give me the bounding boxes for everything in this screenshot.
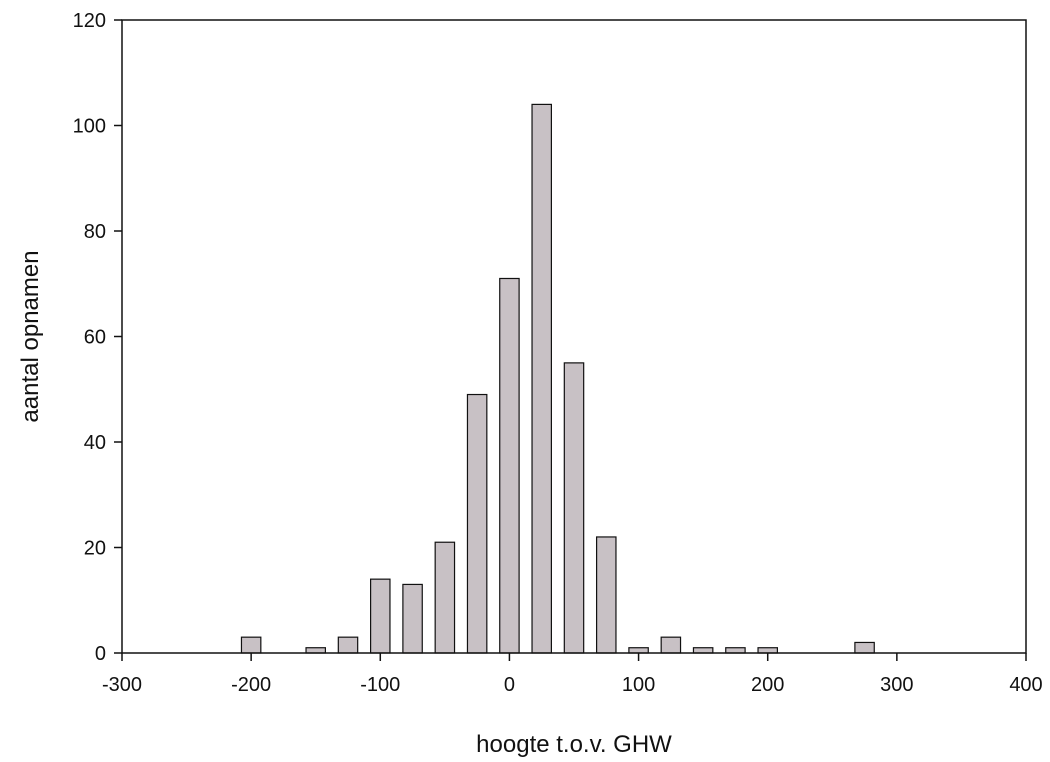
bar <box>563 362 585 654</box>
bar <box>660 636 682 654</box>
bars-group <box>240 103 875 654</box>
bar <box>305 647 326 654</box>
bar <box>531 103 553 654</box>
bar <box>692 647 714 654</box>
bar <box>725 647 746 654</box>
y-tick-label: 0 <box>95 643 106 665</box>
bar <box>434 541 456 654</box>
bar <box>337 636 359 654</box>
x-tick-label: 100 <box>622 674 655 696</box>
y-tick-label: 80 <box>84 221 106 243</box>
bar <box>370 578 391 654</box>
x-axis-ticks: -300 -200 -100 0 100 200 300 400 <box>102 653 1043 696</box>
y-axis-ticks: 0 20 40 60 80 100 120 <box>73 10 122 665</box>
x-tick-label: 0 <box>504 674 515 696</box>
x-axis-title: hoogte t.o.v. GHW <box>476 731 672 758</box>
bar <box>757 647 779 654</box>
y-tick-label: 20 <box>84 538 106 560</box>
bar <box>595 536 617 654</box>
x-tick-label: -200 <box>231 674 271 696</box>
bar <box>402 583 423 654</box>
bar <box>628 647 649 654</box>
y-tick-label: 100 <box>73 116 106 138</box>
bar <box>466 393 488 654</box>
x-tick-label: -300 <box>102 674 142 696</box>
x-tick-label: 200 <box>751 674 784 696</box>
x-tick-label: -100 <box>360 674 400 696</box>
x-tick-label: 300 <box>880 674 913 696</box>
y-axis-title: aantal opnamen <box>17 250 44 422</box>
y-tick-label: 120 <box>73 10 106 32</box>
y-tick-label: 60 <box>84 327 106 349</box>
y-tick-label: 40 <box>84 432 106 454</box>
bar <box>499 277 520 654</box>
bar <box>854 641 875 654</box>
x-tick-label: 400 <box>1009 674 1042 696</box>
bar <box>240 636 262 654</box>
